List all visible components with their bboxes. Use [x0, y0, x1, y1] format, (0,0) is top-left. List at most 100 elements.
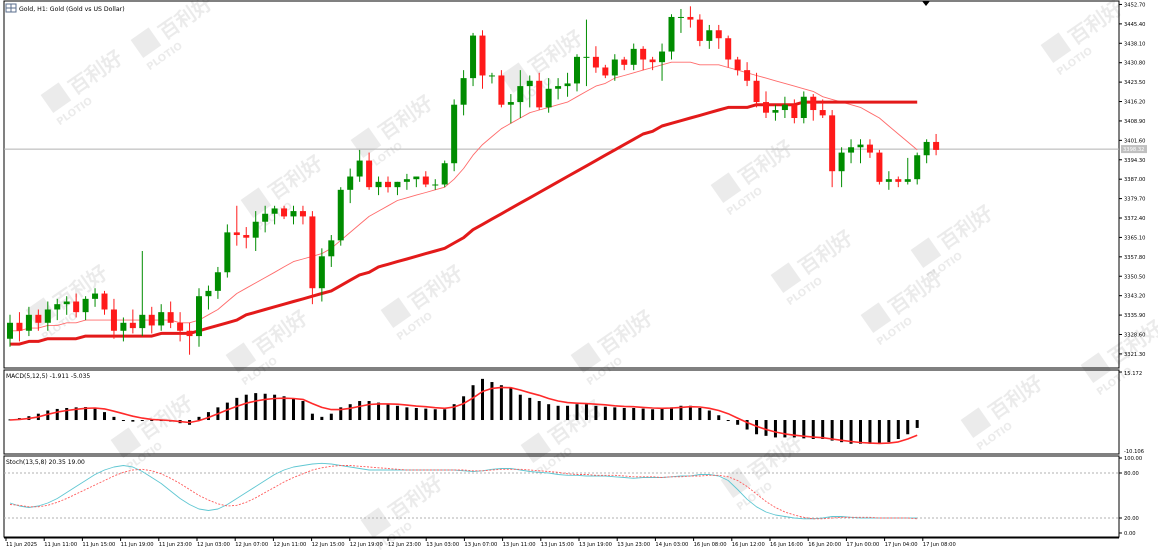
candle[interactable] [895, 176, 902, 188]
macd-histogram-bar[interactable] [93, 407, 97, 421]
macd-histogram-bar[interactable] [707, 410, 711, 421]
macd-histogram-bar[interactable] [414, 407, 418, 421]
candle[interactable] [715, 24, 722, 49]
candle[interactable] [914, 152, 921, 185]
macd-histogram-bar[interactable] [254, 393, 258, 421]
candle[interactable] [44, 301, 51, 331]
macd-histogram-bar[interactable] [906, 420, 910, 435]
candle[interactable] [507, 94, 514, 124]
candle[interactable] [904, 157, 911, 185]
candle[interactable] [857, 139, 864, 164]
macd-histogram-bar[interactable] [556, 405, 560, 421]
candle[interactable] [536, 72, 543, 111]
macd-histogram-bar[interactable] [603, 406, 607, 421]
candle[interactable] [564, 72, 571, 97]
macd-histogram-bar[interactable] [509, 388, 513, 421]
macd-histogram-bar[interactable] [584, 404, 588, 421]
macd-histogram-bar[interactable] [112, 416, 116, 421]
macd-histogram-bar[interactable] [868, 420, 872, 444]
macd-histogram-bar[interactable] [462, 396, 466, 421]
macd-histogram-bar[interactable] [197, 416, 201, 421]
macd-histogram-bar[interactable] [518, 394, 522, 421]
candle[interactable] [271, 205, 278, 225]
macd-histogram-bar[interactable] [859, 420, 862, 444]
candle[interactable] [545, 78, 552, 113]
macd-histogram-bar[interactable] [273, 394, 277, 421]
candle[interactable] [120, 317, 127, 342]
candle[interactable] [54, 298, 61, 321]
macd-histogram-bar[interactable] [235, 397, 239, 421]
macd-histogram-bar[interactable] [632, 407, 636, 421]
candle[interactable] [451, 99, 458, 172]
candle[interactable] [460, 70, 467, 116]
macd-histogram-bar[interactable] [745, 420, 749, 430]
macd-histogram-bar[interactable] [471, 385, 475, 421]
candle[interactable] [101, 290, 108, 315]
candle[interactable] [148, 306, 155, 334]
macd-histogram-bar[interactable] [329, 413, 333, 421]
macd-histogram-bar[interactable] [821, 420, 825, 440]
candle[interactable] [92, 288, 99, 307]
candle[interactable] [366, 152, 373, 190]
macd-histogram-bar[interactable] [55, 408, 59, 421]
macd-histogram-bar[interactable] [395, 405, 399, 421]
candle[interactable] [630, 43, 637, 71]
candle[interactable] [696, 14, 703, 47]
candle[interactable] [309, 211, 316, 305]
candle[interactable] [470, 32, 477, 87]
macd-histogram-bar[interactable] [622, 407, 626, 421]
macd-histogram-bar[interactable] [84, 407, 88, 421]
candle[interactable] [659, 43, 666, 81]
macd-histogram-bar[interactable] [377, 402, 381, 421]
candle[interactable] [687, 6, 694, 28]
candle[interactable] [375, 176, 382, 196]
candle[interactable] [649, 56, 656, 71]
candle[interactable] [73, 293, 80, 318]
macd-histogram-bar[interactable] [915, 420, 919, 428]
macd-histogram-bar[interactable] [150, 420, 154, 422]
macd-histogram-bar[interactable] [537, 401, 541, 421]
candle[interactable] [318, 248, 325, 302]
candle[interactable] [602, 64, 609, 79]
macd-histogram-bar[interactable] [424, 408, 428, 421]
macd-histogram-bar[interactable] [310, 413, 314, 421]
macd-histogram-bar[interactable] [339, 407, 343, 421]
candle[interactable] [848, 139, 855, 164]
candle[interactable] [866, 139, 873, 158]
macd-histogram-bar[interactable] [282, 396, 286, 421]
candle[interactable] [706, 24, 713, 49]
candle[interactable] [725, 35, 732, 68]
price-pane[interactable] [4, 6, 1119, 355]
candle[interactable] [819, 99, 826, 119]
candle[interactable] [734, 56, 741, 76]
macd-histogram-bar[interactable] [764, 420, 768, 436]
macd-histogram-bar[interactable] [802, 420, 806, 439]
candle[interactable] [829, 110, 836, 188]
macd-histogram-bar[interactable] [499, 385, 503, 421]
macd-histogram-bar[interactable] [225, 402, 229, 421]
candle[interactable] [356, 149, 363, 182]
candle[interactable] [574, 54, 580, 92]
macd-histogram-bar[interactable] [660, 408, 664, 421]
stochastic-pane[interactable] [4, 462, 1119, 520]
candle[interactable] [422, 171, 429, 188]
macd-histogram-bar[interactable] [443, 409, 447, 421]
macd-histogram-bar[interactable] [688, 405, 692, 421]
candle[interactable] [252, 211, 259, 251]
candle[interactable] [885, 171, 892, 190]
chart-shift-marker-icon[interactable] [922, 1, 930, 6]
macd-histogram-bar[interactable] [698, 407, 702, 421]
macd-histogram-bar[interactable] [594, 405, 598, 421]
macd-histogram-bar[interactable] [566, 405, 570, 421]
macd-histogram-bar[interactable] [433, 409, 437, 421]
candle[interactable] [110, 298, 117, 339]
candle[interactable] [677, 8, 684, 33]
macd-histogram-bar[interactable] [830, 420, 834, 441]
macd-histogram-bar[interactable] [46, 410, 50, 421]
macd-histogram-bar[interactable] [717, 415, 721, 421]
macd-histogram-bar[interactable] [292, 398, 295, 421]
candle[interactable] [923, 139, 930, 164]
candle[interactable] [337, 187, 344, 246]
candle[interactable] [479, 30, 486, 89]
